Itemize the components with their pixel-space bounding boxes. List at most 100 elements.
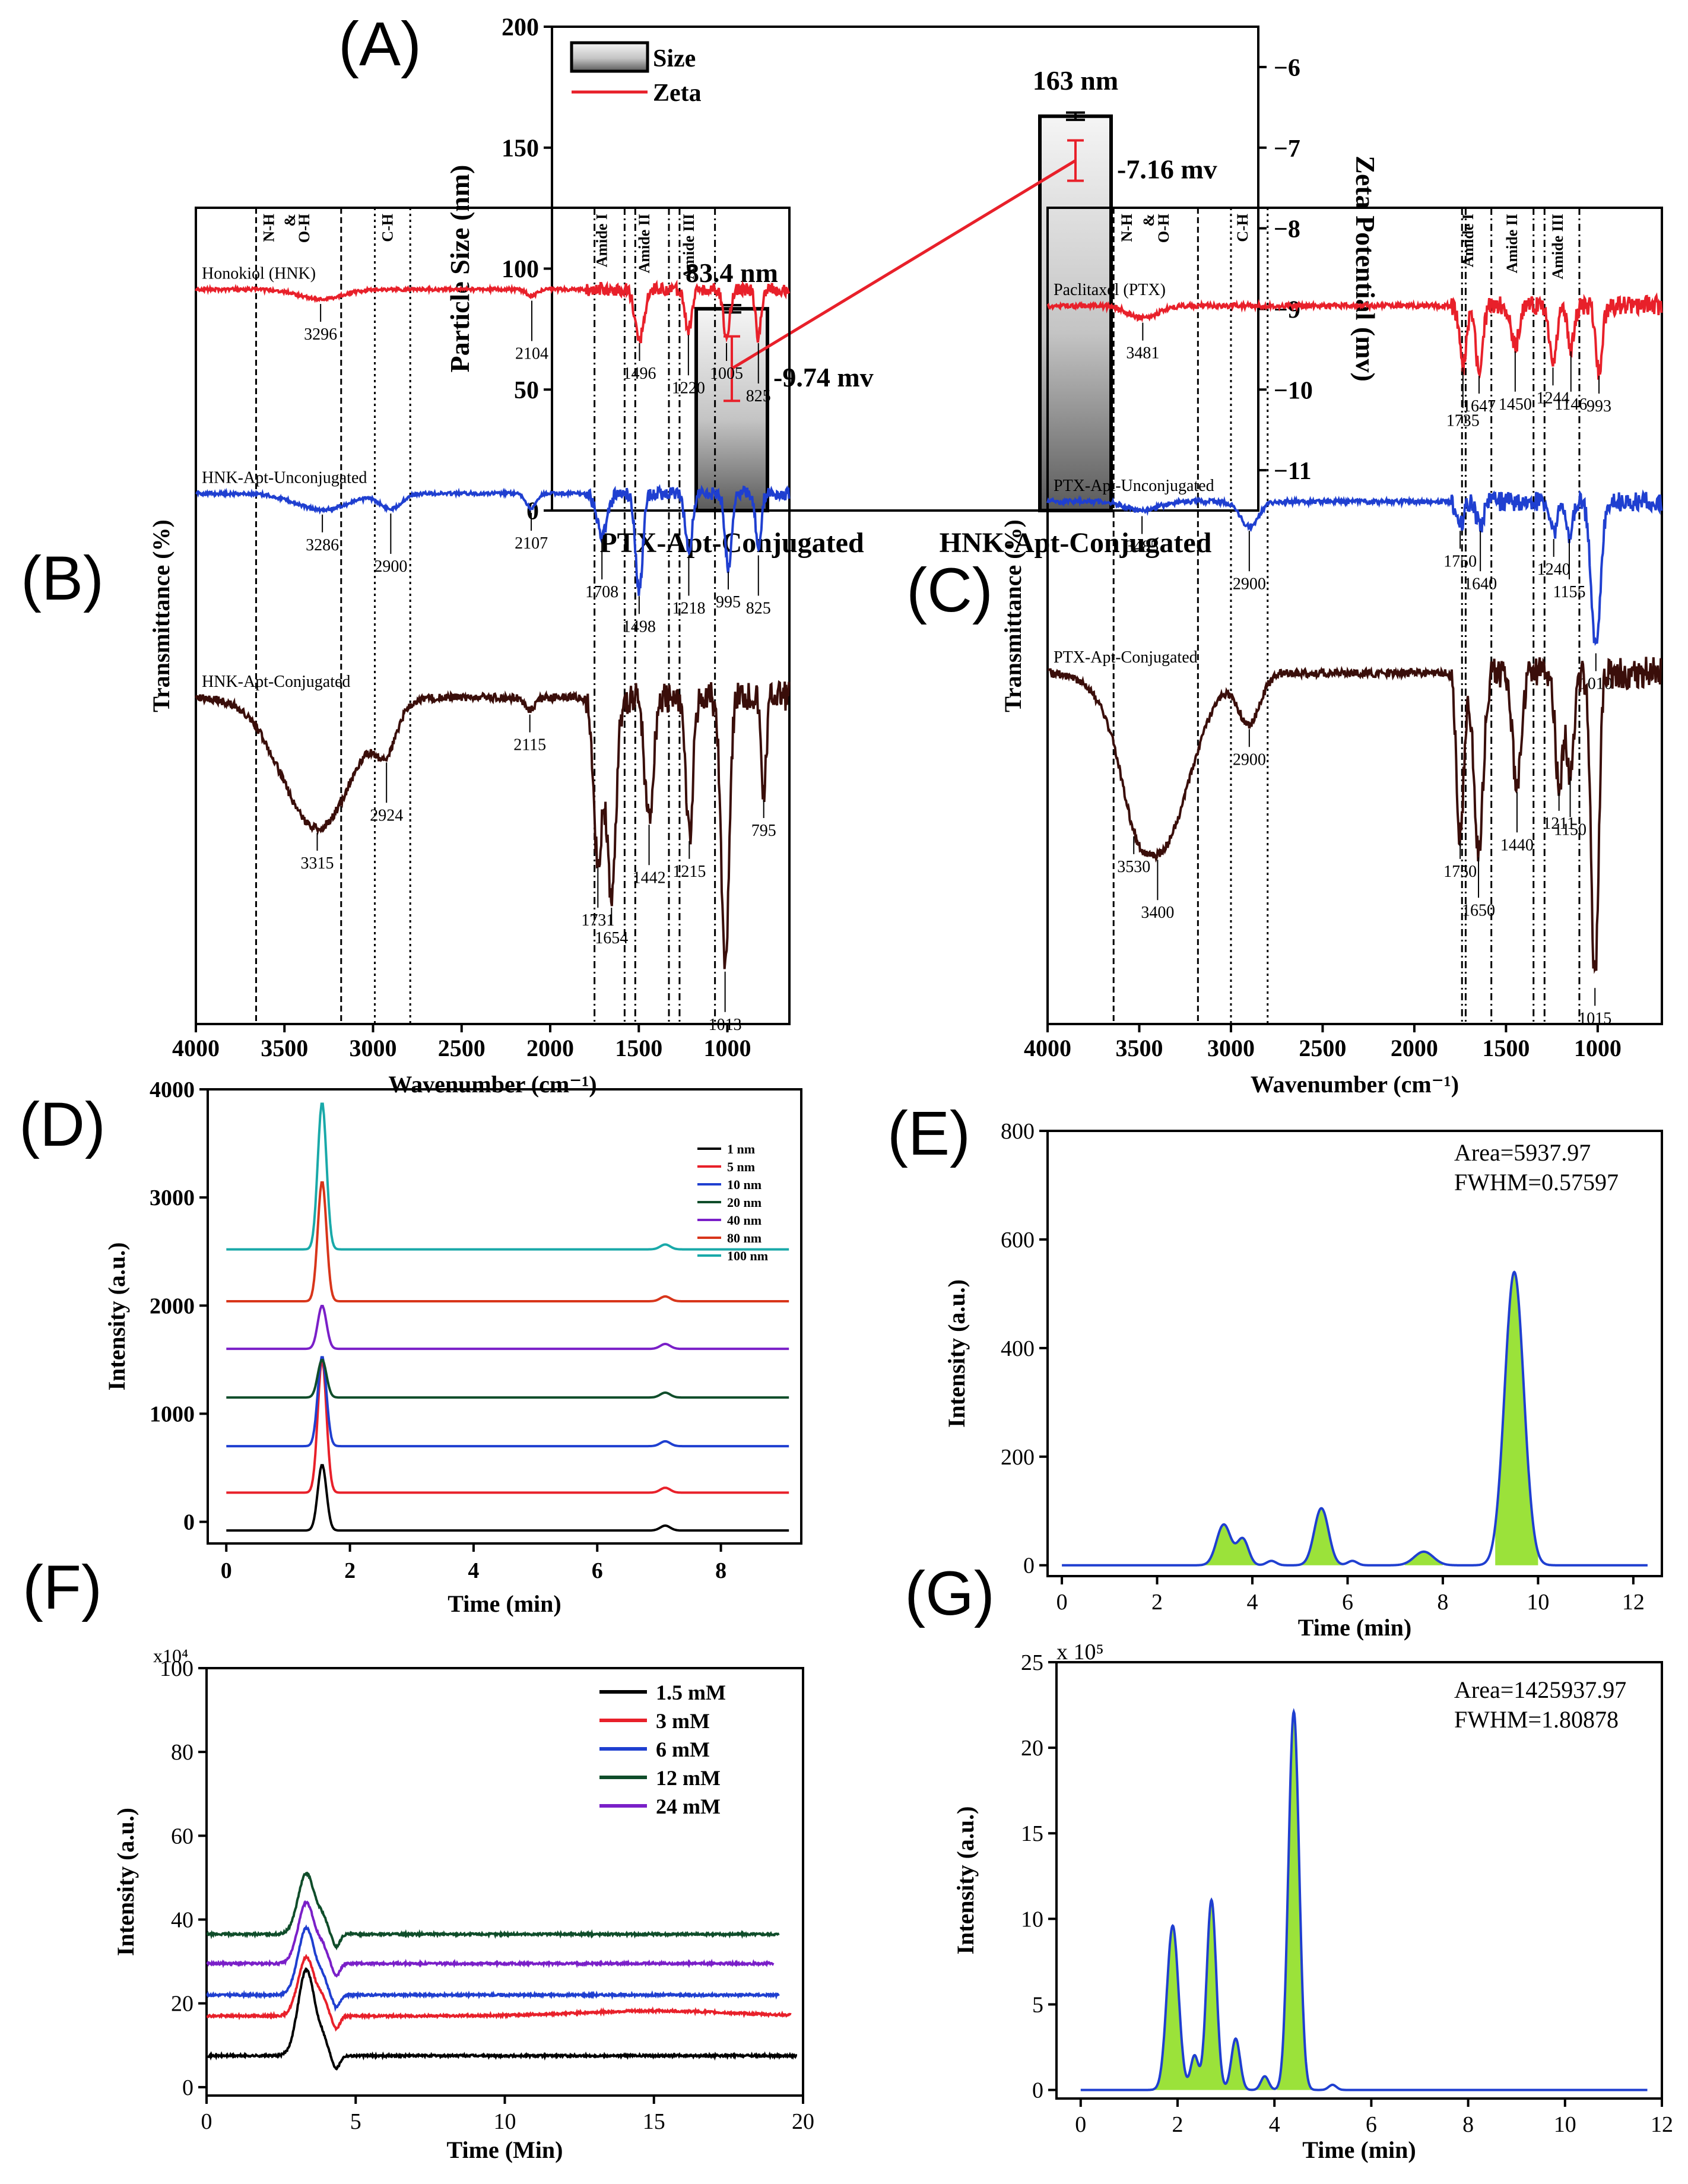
peak-label: 1496 [623, 364, 656, 383]
wavenumber-tick-label: 2500 [438, 1035, 486, 1061]
intensity-axis-tick-label: 200 [1001, 1445, 1035, 1470]
chromatogram-line [226, 1102, 789, 1251]
peak-label: 2924 [370, 806, 403, 825]
spectrum-line [1046, 489, 1663, 646]
zeta-axis-tick-label: −8 [1274, 216, 1300, 243]
band-label: Amide III [1549, 214, 1566, 280]
peak-label: 1647 [1462, 397, 1496, 416]
chromatogram-line [206, 1924, 780, 2012]
y-multiplier-label: x10⁴ [153, 1645, 188, 1666]
intensity-axis-tick-label: 60 [171, 1824, 193, 1849]
band-label: N-H [260, 214, 277, 242]
chromatogram-line [226, 1305, 789, 1351]
peak-label: 1211 [1543, 814, 1575, 833]
plot-frame [195, 207, 791, 1025]
chromatogram-line [206, 1871, 780, 1951]
x-axis-title: Wavenumber (cm⁻¹) [388, 1071, 596, 1098]
category-label: HNK-Apt-Conjugated [940, 527, 1212, 559]
spectrum-name-label: Paclitaxel (PTX) [1054, 281, 1166, 299]
x-axis-title: Time (Min) [447, 2137, 563, 2163]
legend-label: 6 mM [656, 1738, 710, 1761]
bar-value-label: 83.4 nm [686, 258, 778, 288]
peak-label: 1450 [1499, 395, 1532, 414]
peak-label: 1005 [710, 364, 743, 383]
band-label: O-H [296, 214, 313, 243]
spectrum-name-label: PTX-Apt-Conjugated [1054, 648, 1198, 667]
peak-label: 1750 [1443, 863, 1477, 881]
time-axis-tick-label: 10 [1527, 1590, 1549, 1615]
annotation-label: Area=1425937.97 [1454, 1676, 1626, 1703]
panel-letter: (A) [338, 9, 421, 79]
band-label: N-H [1118, 214, 1135, 242]
legend-label: 1.5 mM [656, 1681, 726, 1704]
band-label: Amide I [1459, 214, 1477, 267]
annotation-label: FWHM=1.80878 [1454, 1706, 1619, 1733]
wavenumber-tick-label: 2000 [1391, 1035, 1438, 1061]
plot-frame [1046, 1130, 1663, 1577]
peak-area-fill [1195, 1524, 1262, 1565]
intensity-axis-tick-label: 600 [1001, 1228, 1035, 1253]
time-axis-tick-label: 6 [1342, 1590, 1353, 1615]
peak-area-fill [1495, 1272, 1538, 1565]
spectrum-line [1047, 657, 1662, 974]
peak-area-fill [1404, 1551, 1443, 1565]
y-multiplier-label: x 10⁵ [1056, 1640, 1104, 1665]
intensity-axis-tick-label: 0 [183, 1510, 195, 1535]
plot-frame [205, 1667, 804, 2097]
peak-label: 3530 [1117, 858, 1150, 876]
wavenumber-tick-label: 1500 [1482, 1035, 1530, 1061]
intensity-axis-tick-label: 0 [182, 2075, 193, 2100]
wavenumber-tick-label: 3500 [261, 1035, 308, 1061]
chromatogram-line [226, 1181, 789, 1302]
x-axis-title: Time (min) [1298, 1614, 1411, 1641]
chromatogram-line [226, 1356, 789, 1448]
legend-size-label: Size [653, 45, 696, 72]
zeta-line [731, 159, 1077, 370]
chromatogram-line [206, 1900, 775, 1978]
zeta-value-label: -7.16 mv [1117, 154, 1217, 184]
time-axis-tick-label: 8 [715, 1558, 726, 1583]
chromatogram-line [226, 1464, 789, 1532]
peak-label: 825 [746, 600, 771, 618]
intensity-axis-tick-label: 20 [171, 1992, 193, 2017]
peak-label: 1240 [1537, 560, 1570, 579]
size-axis-tick-label: 100 [502, 256, 539, 283]
legend-label: 5 nm [727, 1159, 755, 1174]
size-axis-tick-label: 50 [514, 377, 539, 404]
time-axis-tick-label: 20 [792, 2109, 814, 2134]
intensity-axis-tick-label: 25 [1021, 1650, 1043, 1675]
peak-label: 3296 [304, 325, 337, 344]
panel-letter: (D) [19, 1090, 106, 1159]
panel-d: 0 2 4 6 8 0 1000 2000 3000 4000 Time (min) Intensit… [103, 1077, 802, 1617]
time-axis-tick-label: 0 [221, 1558, 232, 1583]
panel-letter: (F) [23, 1553, 102, 1622]
time-axis-tick-label: 4 [1247, 1590, 1258, 1615]
time-axis-tick-label: 2 [344, 1558, 356, 1583]
peak-label: 2115 [513, 736, 546, 755]
panel-letter: (G) [905, 1559, 995, 1628]
wavenumber-tick-label: 3500 [1115, 1035, 1163, 1061]
legend-label: 40 nm [727, 1213, 761, 1228]
spectrum-line [195, 680, 791, 969]
plot-frame [207, 1088, 802, 1545]
y-axis-title: Intensity (a.u.) [112, 1808, 139, 1956]
time-axis-tick-label: 10 [1554, 2112, 1576, 2137]
intensity-axis-tick-label: 5 [1032, 1992, 1043, 2017]
legend-label: 20 nm [727, 1195, 761, 1210]
spectrum-line [195, 484, 791, 596]
band-label: C-H [379, 214, 396, 242]
wavenumber-tick-label: 3000 [350, 1035, 397, 1061]
wavenumber-tick-label: 4000 [172, 1035, 220, 1061]
peak-label: 1155 [1553, 583, 1585, 601]
chromatogram-line [226, 1359, 789, 1399]
annotation-label: Area=5937.97 [1454, 1139, 1591, 1166]
intensity-axis-tick-label: 3000 [150, 1185, 195, 1210]
annotation-label: FWHM=0.57597 [1454, 1169, 1619, 1196]
legend-zeta-label: Zeta [653, 80, 702, 107]
peak-label: 3286 [306, 536, 339, 554]
intensity-axis-tick-label: 40 [171, 1908, 193, 1933]
legend-label: 80 nm [727, 1231, 761, 1245]
peak-label: 995 [716, 593, 741, 611]
y-axis-title: Transmittance (%) [148, 519, 174, 712]
